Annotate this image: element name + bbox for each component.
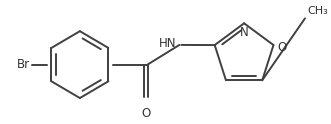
Text: O: O [277, 41, 287, 54]
Text: N: N [240, 26, 249, 39]
Text: O: O [141, 107, 150, 120]
Text: HN: HN [159, 37, 176, 50]
Text: Br: Br [17, 58, 30, 71]
Text: CH₃: CH₃ [307, 6, 328, 16]
